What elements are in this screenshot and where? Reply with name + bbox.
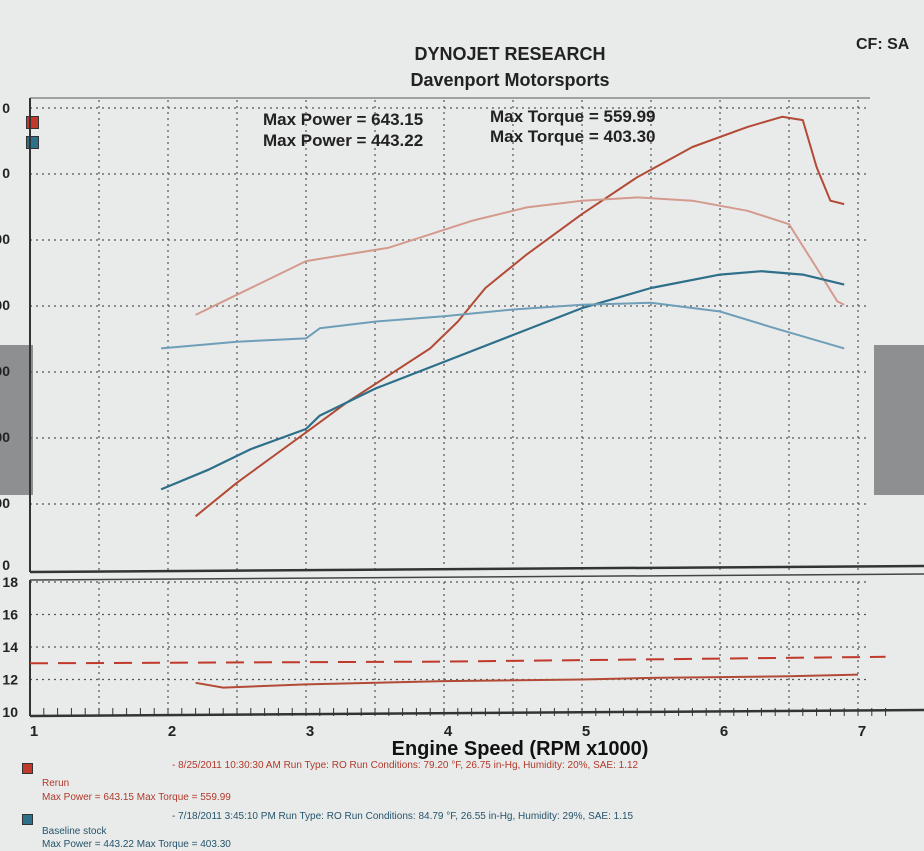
lower-top-edge: [29, 573, 924, 581]
lower-x-axis: [29, 708, 924, 718]
run2-max-torque: Max Torque = 403.30: [490, 127, 656, 146]
photo-glare-left: [0, 345, 33, 495]
series-baseline-stock-power: [160, 270, 845, 491]
run1-max-torque: Max Torque = 559.99: [490, 107, 656, 126]
lower-y-tick-labels: 10 12 14 16 18: [2, 574, 18, 720]
y-tick-label: 0: [2, 100, 10, 116]
footer-run2-info: - 7/18/2011 3:45:10 PM Run Type: RO Run …: [172, 811, 634, 822]
footer-run2-swatch: [22, 814, 33, 825]
x-tick-label: 1: [30, 723, 38, 740]
upper-x-axis: [29, 564, 924, 574]
lower-y-tick-label: 10: [2, 704, 18, 720]
upper-grid: [30, 100, 870, 570]
x-tick-label: 5: [582, 723, 590, 740]
x-tick-label: 6: [720, 723, 728, 740]
lower-y-tick-label: 18: [2, 574, 18, 590]
y-tick-label: 0: [2, 165, 10, 181]
series-rerun-torque: [195, 196, 845, 316]
series-rerun-power: [194, 115, 845, 518]
run2-max-power: Max Power = 443.22: [263, 131, 424, 150]
lower-y-tick-label: 14: [2, 639, 18, 655]
y-tick-label: 00: [0, 495, 10, 511]
footer-run2-values: Max Power = 443.22 Max Torque = 403.30: [42, 839, 231, 850]
chart-title: DYNOJET RESEARCH: [414, 44, 606, 64]
y-tick-label: 0: [2, 557, 10, 573]
x-axis-label: Engine Speed (RPM x1000): [391, 738, 649, 760]
x-tick-label: 4: [444, 723, 453, 740]
x-tick-label: 7: [858, 723, 866, 740]
series-target-reference: [29, 655, 886, 665]
x-tick-label: 3: [306, 723, 314, 740]
lower-y-tick-label: 16: [2, 607, 18, 623]
series-baseline-stock-torque: [161, 301, 845, 350]
lower-y-tick-label: 12: [2, 672, 18, 688]
y-tick-labels: 0000000000000: [0, 100, 10, 573]
y-tick-label: 00: [0, 231, 10, 247]
run1-max-power: Max Power = 643.15: [263, 110, 424, 129]
photo-glare-right: [874, 345, 924, 495]
series-rerun-afr: [195, 673, 859, 689]
footer-run1-info: - 8/25/2011 10:30:30 AM Run Type: RO Run…: [172, 760, 639, 771]
footer-run1-name: Rerun: [42, 778, 70, 789]
x-tick-labels: 1 2 3 4 5 6 7: [30, 723, 866, 740]
correction-factor-label: CF: SA: [856, 36, 910, 53]
upper-frame: [29, 97, 924, 574]
footer-run1-values: Max Power = 643.15 Max Torque = 559.99: [42, 792, 231, 803]
y-tick-label: 00: [0, 297, 10, 313]
lower-frame: [29, 573, 924, 718]
lower-grid: [30, 581, 870, 712]
footer-run2-name: Baseline stock: [42, 826, 107, 837]
y-tick-label: 00: [0, 429, 10, 445]
y-tick-label: 00: [0, 363, 10, 379]
series-layer: [29, 115, 886, 689]
x-tick-label: 2: [168, 723, 176, 740]
footer-run1-swatch: [22, 763, 33, 774]
chart-subtitle: Davenport Motorsports: [410, 70, 610, 90]
